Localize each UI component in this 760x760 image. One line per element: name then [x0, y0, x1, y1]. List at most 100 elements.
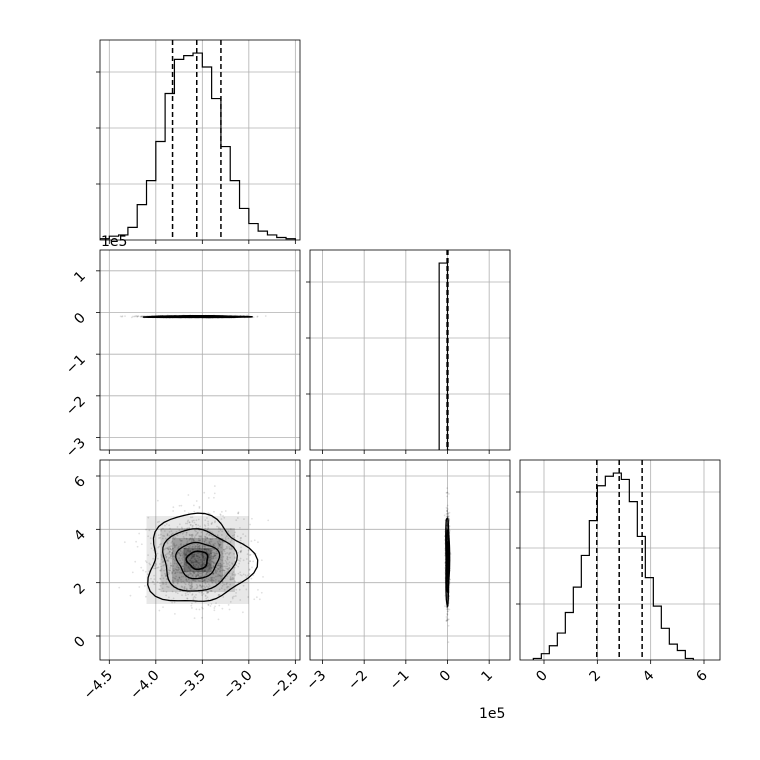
- scatter-point: [237, 551, 239, 554]
- scatter-point: [217, 542, 220, 545]
- scatter-point: [198, 545, 201, 547]
- scatter-point: [184, 587, 186, 590]
- scatter-point: [203, 548, 206, 550]
- scatter-point: [204, 570, 206, 572]
- density-1-0: [119, 314, 267, 319]
- scatter-point: [217, 580, 220, 582]
- scatter-point: [179, 539, 182, 542]
- scatter-point: [446, 509, 449, 512]
- scatter-point: [166, 585, 169, 588]
- scatter-point: [187, 549, 190, 552]
- scatter-point: [208, 560, 211, 562]
- scatter-point: [195, 560, 198, 562]
- scatter-point: [140, 315, 143, 318]
- scatter-point: [207, 512, 210, 515]
- scatter-point: [186, 540, 189, 543]
- scatter-point: [172, 597, 175, 600]
- scatter-point: [188, 526, 191, 529]
- scatter-point: [201, 561, 204, 564]
- scatter-point: [222, 569, 225, 571]
- scatter-point: [185, 546, 188, 548]
- frame-h0: [99, 39, 301, 241]
- scatter-point: [205, 533, 208, 536]
- scatter-point: [235, 564, 238, 567]
- scatter-point: [447, 513, 449, 516]
- scatter-point: [198, 608, 201, 611]
- scatter-point: [200, 570, 203, 573]
- scatter-point: [182, 565, 185, 568]
- scatter-point: [187, 574, 190, 577]
- scatter-point: [219, 543, 222, 546]
- scatter-point: [212, 579, 215, 582]
- scatter-point: [203, 585, 205, 588]
- scatter-point: [446, 614, 449, 616]
- scatter-point: [150, 547, 153, 550]
- scatter-point: [195, 574, 198, 577]
- quantiles-1: [446, 250, 449, 450]
- scatter-point: [210, 579, 213, 582]
- scatter-point: [229, 601, 232, 603]
- scatter-point: [173, 543, 175, 546]
- scatter-point: [449, 578, 451, 581]
- density-block: [172, 538, 224, 582]
- scatter-point: [239, 560, 241, 562]
- scatter-point: [195, 555, 198, 557]
- scatter-point: [214, 562, 217, 565]
- scatter-point: [227, 603, 230, 606]
- scatter-panel-2-0: [96, 459, 301, 664]
- scatter-point: [188, 567, 190, 570]
- scatter-point: [220, 510, 223, 513]
- scatter-point: [176, 552, 179, 555]
- scatter-point: [198, 535, 201, 537]
- scatter-point: [189, 571, 191, 574]
- scatter-point: [211, 555, 213, 558]
- scatter-point: [238, 588, 241, 591]
- scatter-point: [237, 565, 240, 568]
- scatter-point: [192, 537, 195, 540]
- scatter-point: [217, 527, 220, 530]
- contour-line: [147, 512, 259, 602]
- scatter-point: [187, 548, 190, 550]
- scatter-point: [179, 559, 181, 562]
- scatter-point: [214, 542, 216, 545]
- scatter-point: [193, 546, 196, 548]
- scatter-point: [212, 555, 215, 558]
- scatter-point: [203, 579, 206, 582]
- scatter-point: [222, 596, 225, 598]
- scatter-point: [446, 593, 449, 595]
- x-tick-label: 4: [640, 667, 658, 685]
- scatter-point: [194, 561, 197, 564]
- scatter-point: [182, 536, 185, 538]
- scatter-point: [213, 553, 216, 556]
- scatter-point: [159, 577, 161, 580]
- scatter-point: [212, 544, 215, 547]
- scatter-point: [203, 557, 205, 560]
- scatter-point: [215, 602, 217, 605]
- scatter-point: [221, 584, 224, 587]
- scatter-point: [447, 618, 449, 621]
- hist-2-steps: [532, 472, 694, 660]
- scatter-point: [225, 583, 228, 586]
- scatter-point: [229, 528, 232, 530]
- scatter-point: [231, 562, 233, 564]
- scatter-point: [199, 575, 202, 578]
- scatter-point: [191, 561, 194, 564]
- scatter-point: [166, 541, 169, 544]
- scatter-point: [219, 566, 221, 569]
- hist-step: [532, 472, 694, 660]
- scatter-point: [162, 577, 165, 580]
- scatter-point: [196, 586, 199, 589]
- scatter-point: [221, 574, 224, 577]
- scatter-point: [239, 580, 242, 583]
- scatter-point: [168, 551, 171, 554]
- scatter-point: [170, 557, 173, 560]
- scatter-point: [189, 538, 191, 541]
- scatter-point: [446, 509, 448, 512]
- scatter-point: [446, 515, 448, 518]
- scatter-point: [221, 530, 224, 533]
- scatter-point: [248, 573, 251, 575]
- scatter-point: [199, 547, 202, 549]
- scatter-point: [202, 554, 205, 557]
- scatter-point: [239, 599, 242, 601]
- scatter-point: [226, 571, 229, 573]
